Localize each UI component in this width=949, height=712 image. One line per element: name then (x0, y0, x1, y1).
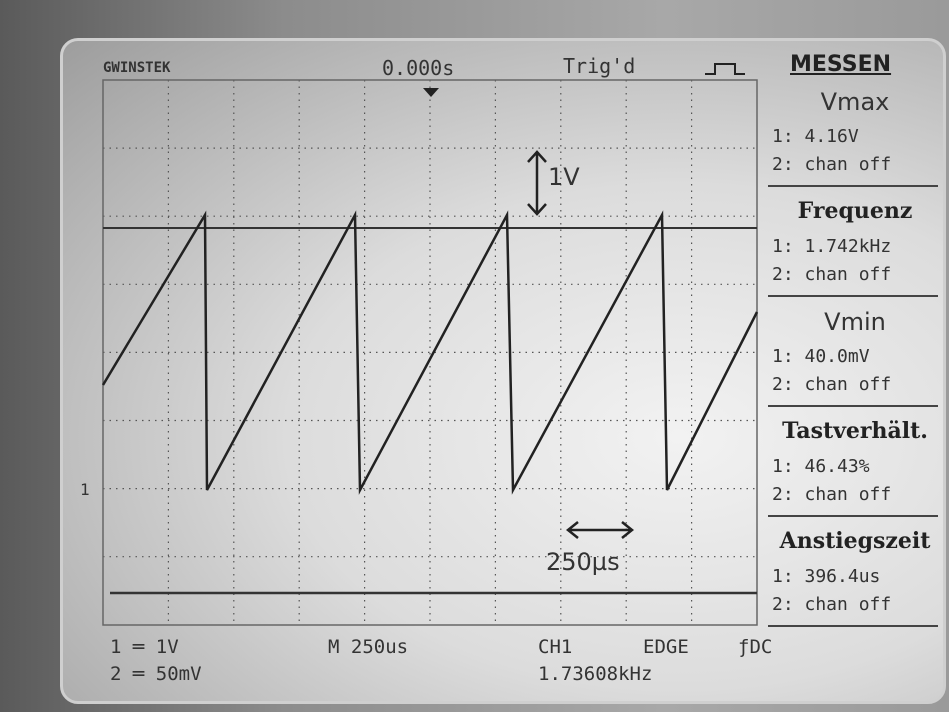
trigger-type: EDGE (643, 636, 689, 658)
trigger-position: 0.000s (382, 56, 454, 80)
ch2-value: 2: chan off (772, 154, 891, 175)
separator (768, 185, 938, 187)
measurement-label: Frequenz (770, 198, 940, 224)
ch1-value: 1: 396.4us (772, 566, 880, 587)
ch2-scale-row: 2 ═ 50mV (110, 663, 202, 685)
timebase-row: M 250us (328, 636, 408, 658)
ch2-value: 2: chan off (772, 264, 891, 285)
separator (768, 625, 938, 627)
measurement-label: Tastverhält. (770, 418, 940, 444)
trigger-marker (423, 88, 439, 97)
ch2-scale: 50mV (156, 663, 202, 685)
coupling-row: ƒDC (738, 636, 772, 658)
menu-title: MESSEN (790, 52, 891, 77)
separator (768, 515, 938, 517)
ch2-value: 2: chan off (772, 374, 891, 395)
ch1-value: 1: 40.0mV (772, 346, 870, 367)
ch1-value: 1: 4.16V (772, 126, 859, 147)
measurement-label: Vmax (770, 88, 940, 116)
trigger-edge-icon (705, 64, 745, 74)
voltage-annotation: 1V (548, 163, 580, 191)
time-annotation: 250µs (546, 548, 620, 576)
channel-marker: 1 (80, 480, 90, 499)
ch1-value: 1: 46.43% (772, 456, 870, 477)
coupling: DC (749, 636, 772, 658)
brand: GWINSTEK (103, 60, 170, 76)
trigger-source: CH1 (538, 636, 572, 658)
separator (768, 295, 938, 297)
ch2-value: 2: chan off (772, 594, 891, 615)
ch1-scale: 1V (156, 636, 179, 658)
voltage-arrow (528, 152, 546, 214)
ch1-scale-row: 1 ═ 1V (110, 636, 179, 658)
separator (768, 405, 938, 407)
measurement-label: Anstiegszeit (770, 528, 940, 554)
ch2-value: 2: chan off (772, 484, 891, 505)
trigger-status: Trig'd (563, 54, 635, 78)
time-arrow (568, 522, 632, 538)
timebase: 250us (351, 636, 408, 658)
oscilloscope-photo: GWINSTEK 0.000s Trig'd MESSEN 1V 250µs 1… (0, 0, 949, 712)
trigger-frequency: 1.73608kHz (538, 663, 652, 685)
measurement-label: Vmin (770, 308, 940, 336)
ch1-value: 1: 1.742kHz (772, 236, 891, 257)
